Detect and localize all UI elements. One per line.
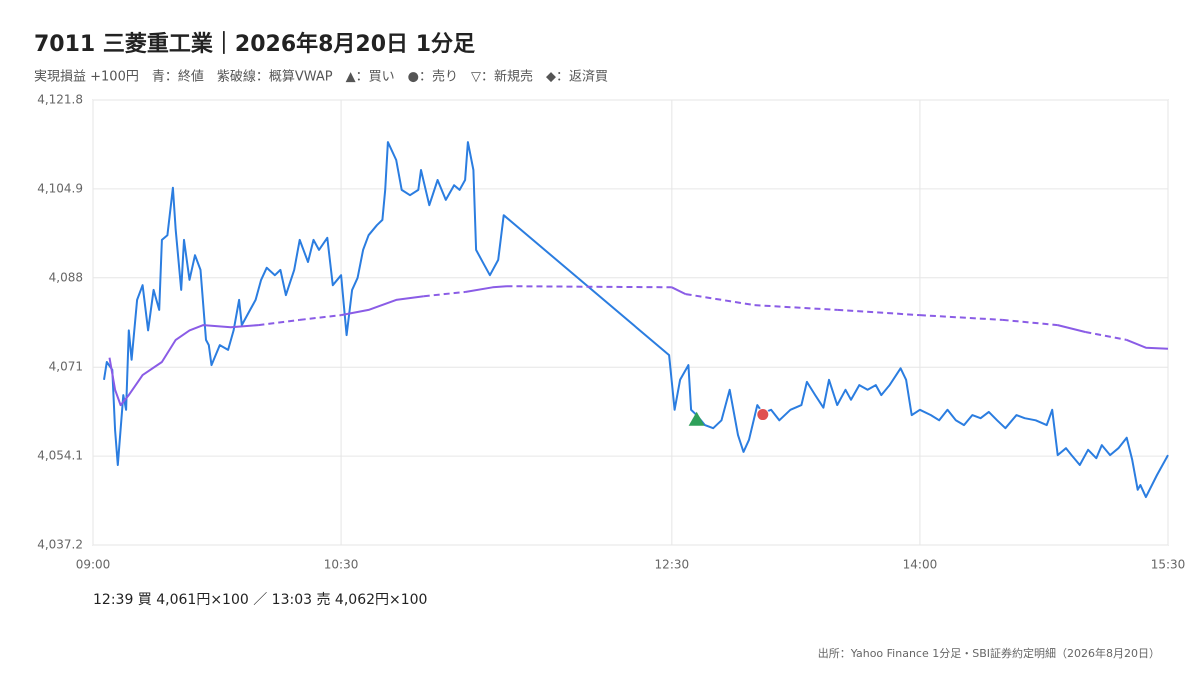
y-tick-label: 4,088	[49, 270, 83, 284]
price-line	[108, 324, 259, 407]
sell-marker	[756, 408, 770, 422]
price-line	[1057, 324, 1086, 333]
y-tick-label: 4,104.9	[37, 181, 83, 195]
source: 出所：Yahoo Finance 1分足・SBI証券約定明細（2026年8月20…	[818, 646, 1160, 660]
price-line	[340, 295, 424, 317]
chart-title: 7011 三菱重工業｜2026年8月20日 1分足	[34, 31, 475, 57]
gap-connector	[506, 285, 672, 289]
chart-subtitle: 実現損益 +100円 青：終値 紫破線：概算VWAP ▲：買い ●：売り ▽：新…	[34, 69, 608, 85]
y-tick-label: 4,071	[49, 360, 83, 374]
y-tick-label: 4,037.2	[37, 538, 83, 552]
price-line	[464, 285, 507, 293]
trade-note: 12:39 買 4,061円×100 ／ 13:03 売 4,062円×100	[93, 592, 427, 608]
y-tick-label: 4,054.1	[37, 449, 83, 463]
gap-connector	[754, 304, 838, 311]
gap-connector	[837, 308, 920, 317]
x-tick-label: 10:30	[324, 558, 359, 572]
x-tick-label: 14:00	[903, 558, 938, 572]
price-line	[671, 286, 687, 295]
buy-marker	[688, 411, 705, 426]
price-line	[103, 141, 1169, 499]
y-tick-label: 4,121.8	[37, 93, 83, 107]
price-line	[1126, 338, 1169, 350]
gap-connector	[299, 314, 342, 321]
gap-connector	[1085, 330, 1127, 341]
x-tick-label: 09:00	[76, 558, 111, 572]
gap-connector	[258, 318, 300, 327]
gap-connector	[919, 314, 1003, 321]
x-tick-label: 15:30	[1151, 558, 1186, 572]
gap-connector	[423, 290, 466, 298]
gap-connector	[685, 293, 755, 307]
x-tick-label: 12:30	[655, 558, 690, 572]
